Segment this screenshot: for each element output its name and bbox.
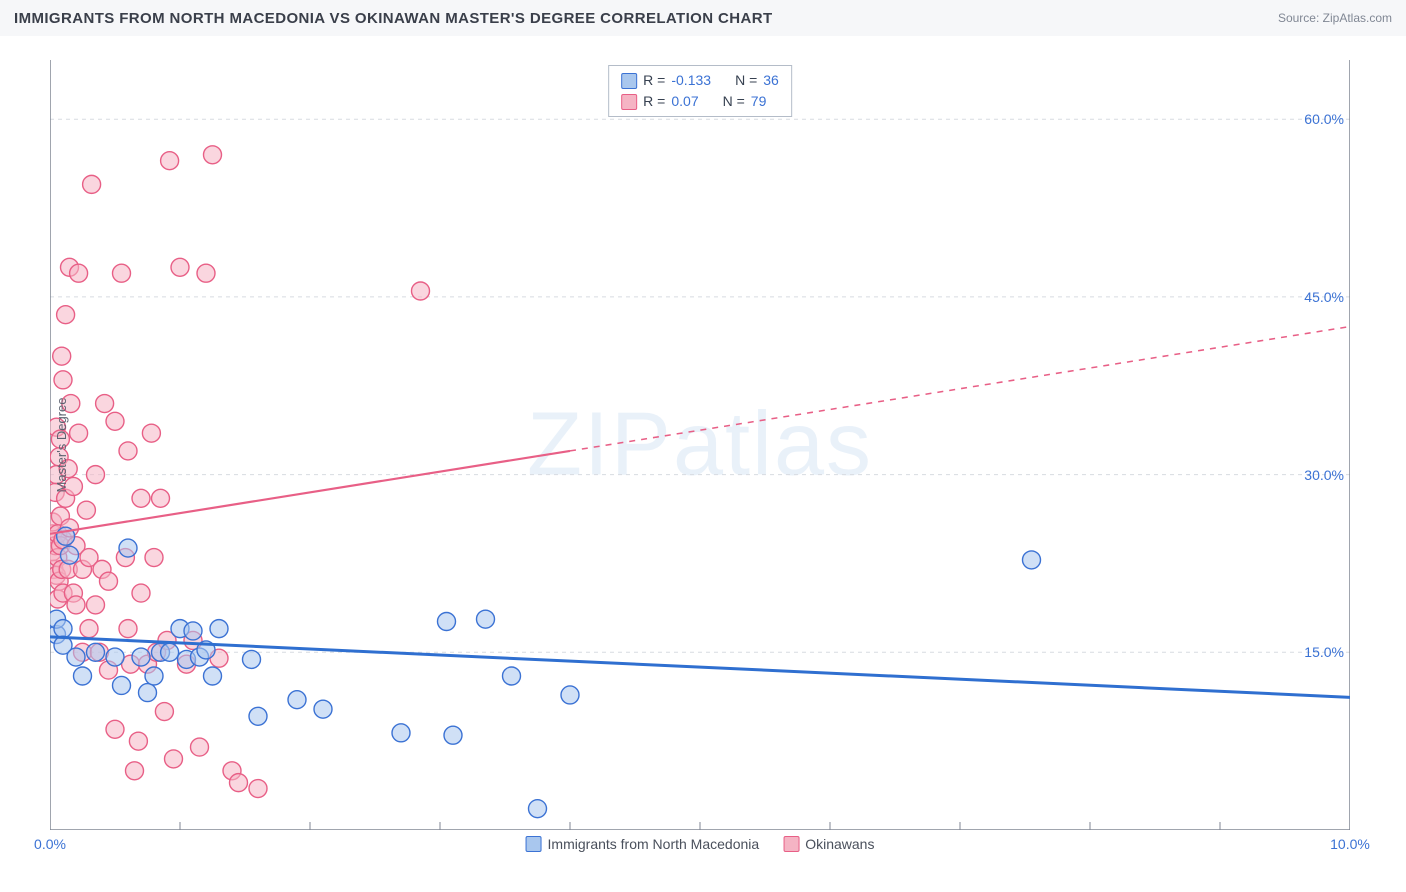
- legend-top-row-0: R = -0.133 N = 36: [621, 70, 779, 91]
- x-tick-label: 10.0%: [1330, 836, 1370, 852]
- y-tick-label: 60.0%: [1304, 111, 1344, 127]
- legend-swatch-pink: [783, 836, 799, 852]
- legend-swatch-blue: [526, 836, 542, 852]
- legend-top: R = -0.133 N = 36 R = 0.07 N = 79: [608, 65, 792, 117]
- legend-bottom-label-0: Immigrants from North Macedonia: [548, 836, 760, 852]
- legend-r-value-1: 0.07: [671, 91, 698, 112]
- legend-bottom-item-1: Okinawans: [783, 836, 874, 852]
- legend-swatch-pink: [621, 94, 637, 110]
- legend-bottom-label-1: Okinawans: [805, 836, 874, 852]
- chart-area: ZIPatlas Master's Degree 15.0%30.0%45.0%…: [50, 60, 1350, 830]
- legend-n-value-0: 36: [763, 70, 779, 91]
- y-axis-label: Master's Degree: [54, 398, 69, 493]
- y-tick-label: 15.0%: [1304, 644, 1344, 660]
- legend-r-label: R =: [643, 91, 665, 112]
- legend-top-row-1: R = 0.07 N = 79: [621, 91, 779, 112]
- chart-title: IMMIGRANTS FROM NORTH MACEDONIA VS OKINA…: [14, 10, 773, 27]
- legend-r-label: R =: [643, 70, 665, 91]
- y-tick-label: 45.0%: [1304, 289, 1344, 305]
- legend-n-label: N =: [735, 70, 757, 91]
- legend-n-label: N =: [723, 91, 745, 112]
- legend-r-value-0: -0.133: [671, 70, 711, 91]
- legend-bottom: Immigrants from North Macedonia Okinawan…: [526, 836, 875, 852]
- chart-header: IMMIGRANTS FROM NORTH MACEDONIA VS OKINA…: [0, 0, 1406, 36]
- legend-swatch-blue: [621, 73, 637, 89]
- legend-n-value-1: 79: [751, 91, 767, 112]
- legend-bottom-item-0: Immigrants from North Macedonia: [526, 836, 760, 852]
- chart-source: Source: ZipAtlas.com: [1278, 11, 1392, 25]
- scatter-plot-svg: [50, 60, 1350, 830]
- y-tick-label: 30.0%: [1304, 467, 1344, 483]
- x-tick-label: 0.0%: [34, 836, 66, 852]
